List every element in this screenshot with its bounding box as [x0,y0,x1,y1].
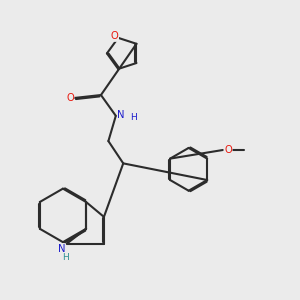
Text: O: O [224,145,232,155]
Text: H: H [62,253,69,262]
Text: O: O [66,93,74,103]
Text: N: N [117,110,125,120]
Text: O: O [111,32,119,41]
Text: N: N [58,244,65,254]
Text: H: H [130,112,137,122]
